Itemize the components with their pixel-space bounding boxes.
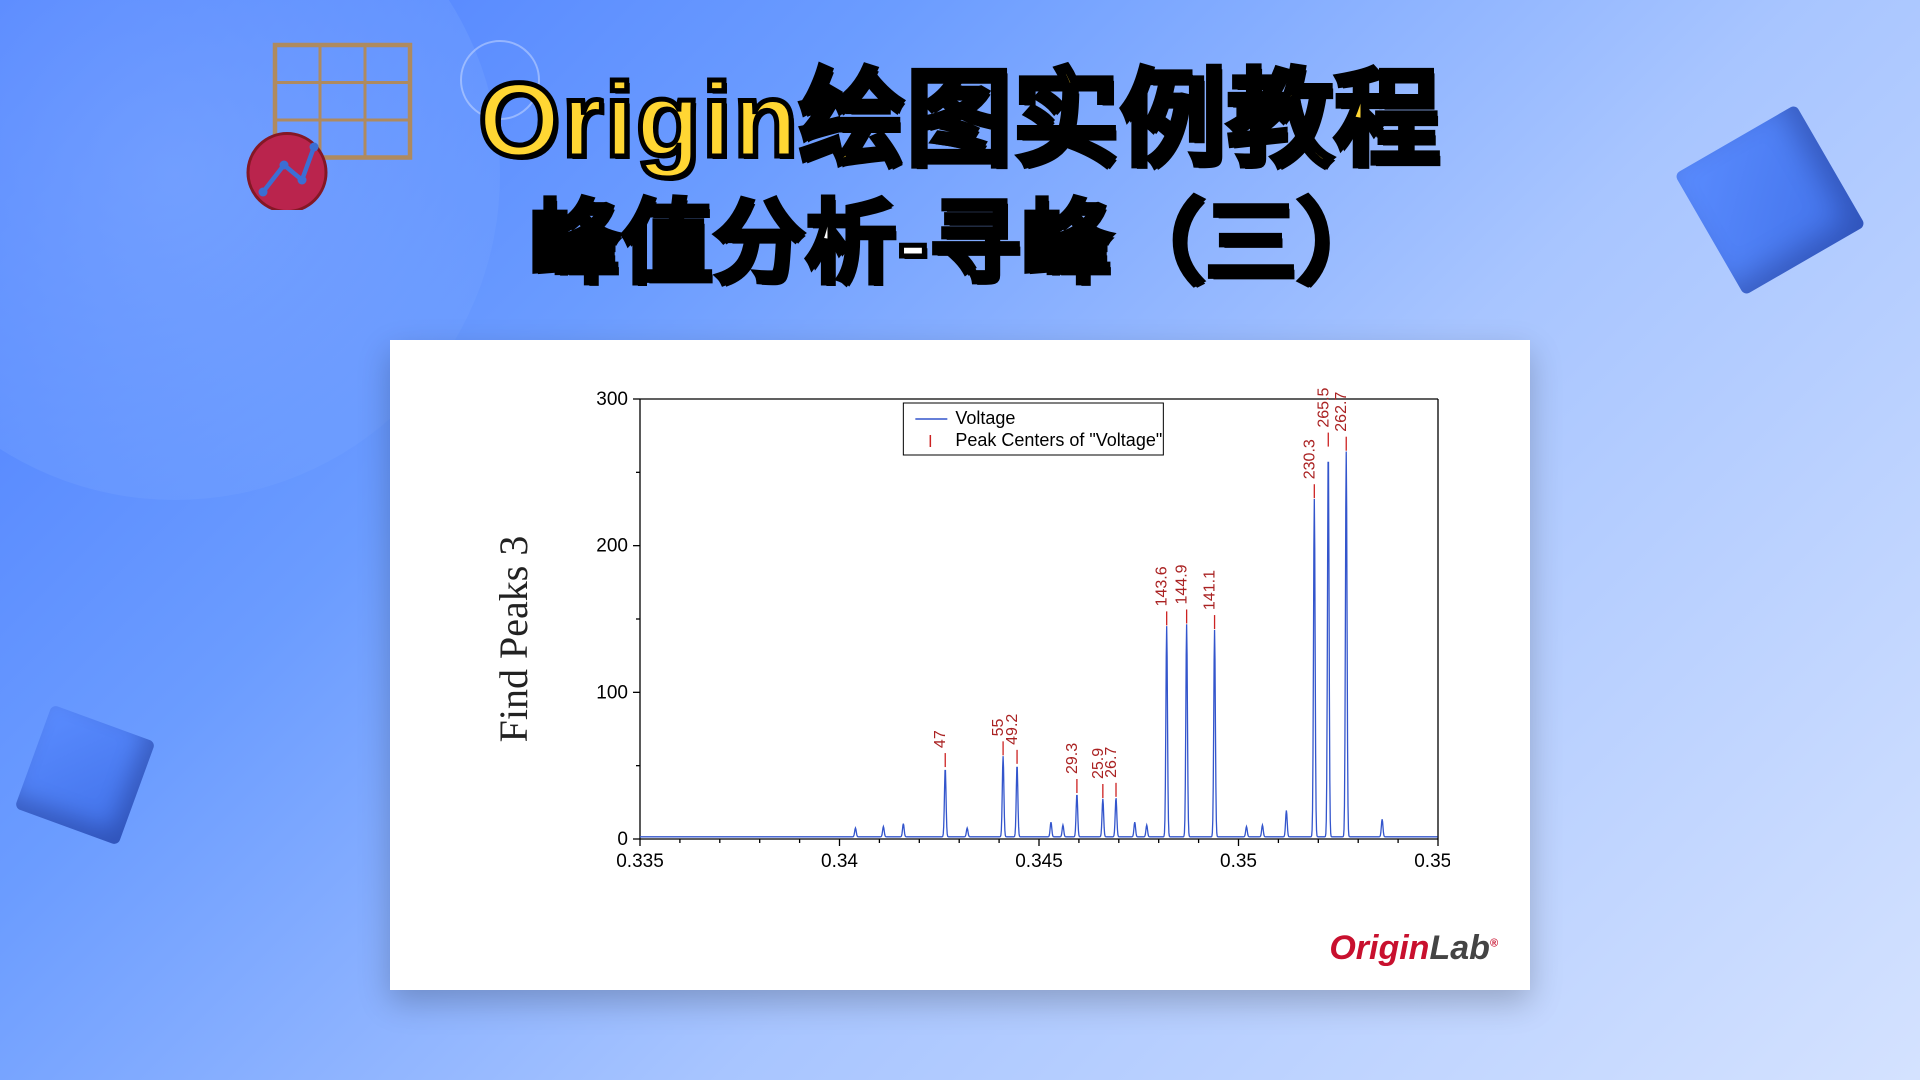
bg-cube-left [15,705,156,846]
y-axis-title: Find Peaks 3 [490,536,537,743]
svg-text:0.345: 0.345 [1015,851,1063,872]
svg-text:100: 100 [596,682,628,703]
svg-text:49.2: 49.2 [1004,714,1021,745]
plot-area: 0.3350.340.3450.350.3550100200300475549.… [580,385,1450,885]
svg-text:Peak Centers of "Voltage": Peak Centers of "Voltage" [955,430,1162,450]
svg-text:262.7: 262.7 [1333,392,1350,432]
page-title-main: Origin绘图实例教程 [478,35,1441,187]
svg-text:26.7: 26.7 [1103,747,1120,778]
svg-text:141.1: 141.1 [1202,570,1219,610]
svg-text:200: 200 [596,536,628,557]
svg-text:0.355: 0.355 [1414,851,1450,872]
chart-panel: Find Peaks 3 0.335 0.34 0.345 0.35 0.355 0 100… [390,340,1530,990]
svg-text:230.3: 230.3 [1301,439,1318,479]
chart-svg: 0.3350.340.3450.350.3550100200300475549.… [580,385,1450,885]
svg-text:Voltage: Voltage [955,408,1015,428]
svg-text:0.34: 0.34 [821,851,858,872]
page-title-sub: 峰值分析-寻峰（三） [530,170,1390,300]
svg-text:47: 47 [932,730,949,748]
origin-app-icon [245,30,425,210]
svg-text:300: 300 [596,389,628,410]
svg-text:0.35: 0.35 [1220,851,1257,872]
originlab-logo: OriginLab® [1329,929,1498,968]
bg-cube-right [1674,104,1865,295]
svg-text:29.3: 29.3 [1064,743,1081,774]
svg-text:0: 0 [617,829,628,850]
svg-text:265.5: 265.5 [1315,387,1332,427]
svg-text:0.335: 0.335 [616,851,664,872]
svg-text:144.9: 144.9 [1174,564,1191,604]
svg-text:143.6: 143.6 [1154,566,1171,606]
